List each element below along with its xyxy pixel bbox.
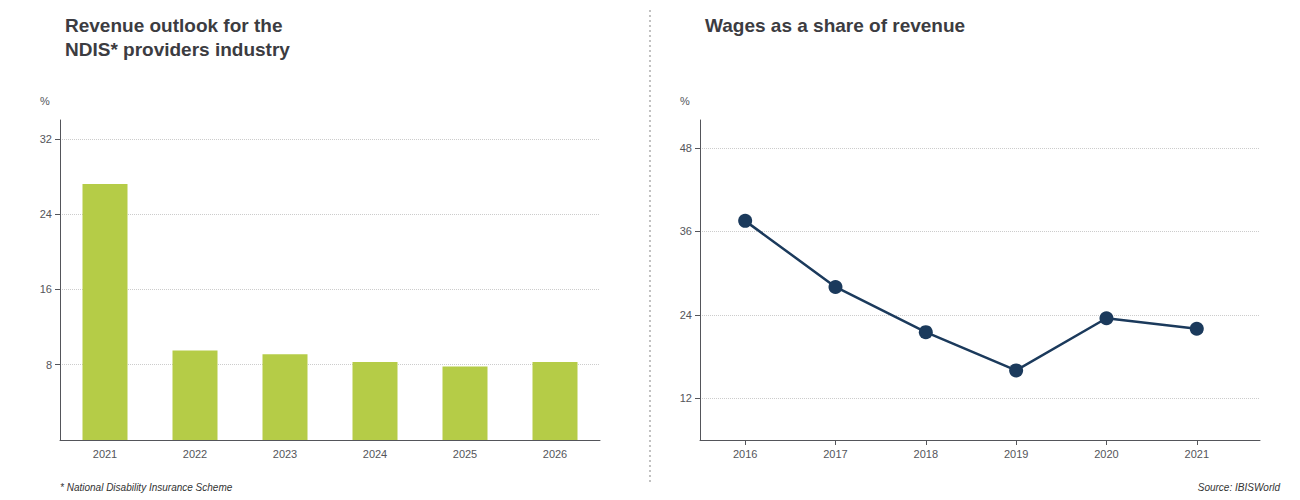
svg-text:2019: 2019 [1004,448,1028,460]
svg-text:8: 8 [46,359,52,371]
svg-text:2020: 2020 [1094,448,1118,460]
svg-text:2017: 2017 [823,448,847,460]
svg-text:* National Disability Insuranc: * National Disability Insurance Scheme [60,482,233,493]
svg-text:%: % [40,95,50,107]
svg-text:24: 24 [680,309,692,321]
svg-text:32: 32 [40,133,52,145]
svg-text:48: 48 [680,142,692,154]
svg-text:Source: IBISWorld: Source: IBISWorld [1198,482,1281,493]
svg-text:2016: 2016 [733,448,757,460]
svg-text:NDIS* providers industry: NDIS* providers industry [65,39,290,60]
svg-text:2026: 2026 [543,448,567,460]
svg-text:12: 12 [680,392,692,404]
svg-text:2018: 2018 [914,448,938,460]
svg-text:2023: 2023 [273,448,297,460]
svg-text:36: 36 [680,225,692,237]
svg-text:24: 24 [40,208,52,220]
svg-text:Revenue outlook for the: Revenue outlook for the [65,15,282,36]
svg-text:16: 16 [40,283,52,295]
svg-text:2021: 2021 [93,448,117,460]
svg-text:2021: 2021 [1185,448,1209,460]
svg-text:2025: 2025 [453,448,477,460]
svg-text:Wages as a share of revenue: Wages as a share of revenue [705,15,965,36]
svg-text:2024: 2024 [363,448,387,460]
svg-text:2022: 2022 [183,448,207,460]
svg-text:%: % [680,95,690,107]
